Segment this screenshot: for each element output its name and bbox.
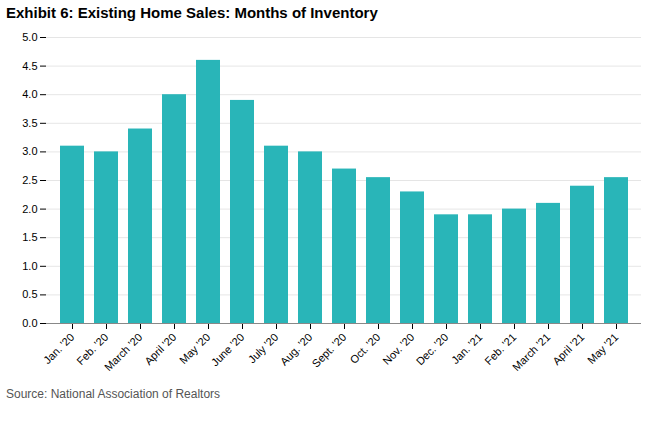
svg-text:June '20: June '20 [209,331,247,369]
svg-text:Feb. '21: Feb. '21 [482,330,519,368]
svg-text:1.5: 1.5 [22,231,37,243]
svg-text:July '20: July '20 [246,331,281,366]
svg-text:Dec. '20: Dec. '20 [414,331,451,368]
html-text:Exhibit 6: Existing Home Sales: Exhibit 6: Existing Home Sales: Months o… [6,4,378,21]
svg-text:3.5: 3.5 [22,117,37,129]
svg-text:April '20: April '20 [142,331,178,367]
svg-text:Aug. '20: Aug. '20 [277,330,315,368]
svg-text:May '21: May '21 [585,331,620,366]
svg-text:Jan. '20: Jan. '20 [41,331,76,366]
svg-text:May '20: May '20 [177,331,212,366]
svg-text:April '21: April '21 [550,331,586,367]
svg-text:Nov. '20: Nov. '20 [380,331,416,367]
svg-text:Jan. '21: Jan. '21 [449,331,484,366]
svg-text:1.0: 1.0 [22,260,37,272]
html-text:Source: National Association o: Source: National Association of Realtors [6,387,221,401]
svg-text:Sept. '20: Sept. '20 [309,331,348,370]
svg-text:4.5: 4.5 [22,60,37,72]
svg-text:5.0: 5.0 [22,31,37,43]
svg-text:March '21: March '21 [510,331,552,373]
svg-text:Feb. '20: Feb. '20 [74,330,111,368]
svg-text:March '20: March '20 [102,331,144,373]
svg-text:4.0: 4.0 [22,88,37,100]
svg-text:0.5: 0.5 [22,288,37,300]
svg-text:0.0: 0.0 [22,317,37,329]
svg-text:3.0: 3.0 [22,145,37,157]
svg-text:2.5: 2.5 [22,174,37,186]
svg-text:Oct. '20: Oct. '20 [347,331,382,366]
svg-text:2.0: 2.0 [22,203,37,215]
